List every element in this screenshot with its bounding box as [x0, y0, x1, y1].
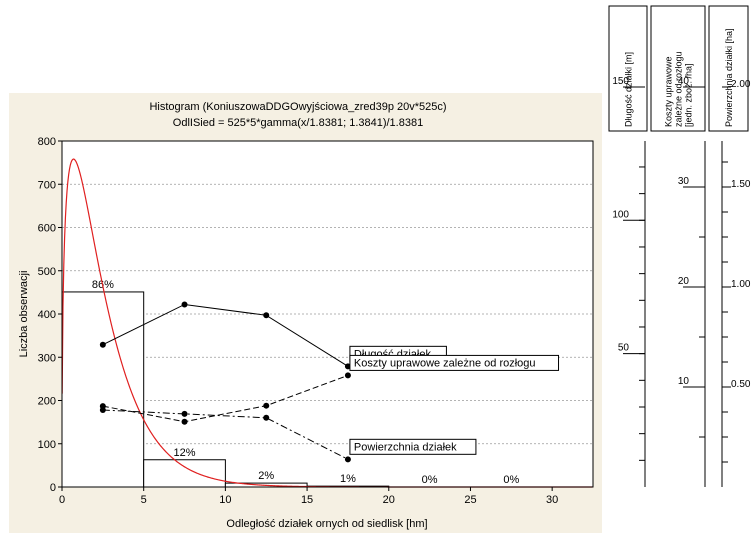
- chart-title: Histogram (KoniuszowaDDGOwyjściowa_zred3…: [149, 101, 446, 113]
- bar-percent-label: 1%: [340, 473, 356, 485]
- bar-percent-label: 0%: [503, 474, 519, 486]
- secondary-axes: Długość działki [m] 50 100 150 Koszty uprawo…: [608, 5, 751, 487]
- secondary-tick-label: 150: [612, 76, 629, 87]
- secondary-axis-title: Długość działki [m]: [624, 52, 634, 127]
- x-tick-label: 15: [301, 494, 313, 506]
- series-point: [344, 372, 351, 379]
- series-label-box: [349, 438, 477, 455]
- series-point: [263, 402, 270, 409]
- bar-percent-label: 12%: [174, 447, 196, 459]
- x-tick-label: 20: [383, 494, 395, 506]
- secondary-axis-title: zależne od rozłogu: [674, 51, 684, 127]
- axes: 0 100 200 300 400 500 600 700 800 0 5 10 15 20 25 30: [38, 136, 594, 506]
- secondary-axis-title: Koszty uprawowe: [664, 56, 674, 127]
- y-tick-label: 200: [38, 396, 56, 408]
- secondary-axis-title-box: [608, 5, 648, 132]
- secondary-tick-label: 0.50: [731, 379, 751, 390]
- series-line: [102, 374, 349, 423]
- series-label: Powierzchnia działek: [354, 441, 457, 453]
- x-tick-label: 25: [464, 494, 476, 506]
- secondary-tick-label: 10: [678, 376, 690, 387]
- x-tick-label: 5: [141, 494, 147, 506]
- y-tick-label: 100: [38, 439, 56, 451]
- secondary-tick-label: 30: [678, 176, 690, 187]
- series-point: [99, 407, 106, 414]
- x-tick-label: 30: [546, 494, 558, 506]
- secondary-tick-label: 1.50: [731, 179, 751, 190]
- series-point: [181, 301, 188, 308]
- y-tick-label: 600: [38, 223, 56, 235]
- series-point: [181, 410, 188, 417]
- secondary-axis-title-box: [650, 5, 706, 132]
- series-point: [344, 363, 351, 370]
- secondary-tick-label: 1.00: [731, 279, 751, 290]
- secondary-tick-label: 100: [612, 209, 629, 220]
- series-label-box: [349, 354, 560, 371]
- y-tick-label: 0: [50, 482, 56, 494]
- x-tick-label: 10: [219, 494, 231, 506]
- secondary-axis-title: [jedn. zboż. /ha]: [684, 63, 694, 127]
- series-line: [102, 409, 349, 460]
- secondary-tick-label: 50: [618, 343, 630, 354]
- secondary-axis-title-box: [708, 5, 749, 132]
- x-tick-label: 0: [59, 494, 65, 506]
- y-axis-label: Liczba obserwacji: [18, 271, 30, 358]
- y-tick-label: 400: [38, 309, 56, 321]
- series-line: [102, 303, 349, 367]
- chart-subtitle: OdlISied = 525*5*gamma(x/1.8381; 1.3841)…: [173, 117, 423, 129]
- secondary-tick-label: 20: [678, 276, 690, 287]
- bar-percent-label: 0%: [422, 474, 438, 486]
- bar-percent-label: 2%: [258, 470, 274, 482]
- secondary-tick-label: 40: [678, 76, 690, 87]
- y-tick-label: 800: [38, 136, 56, 148]
- x-axis-label: Odległość działek ornych od siedlisk [hm…: [226, 518, 427, 530]
- series-point: [99, 341, 106, 348]
- histogram-bar: [143, 459, 226, 488]
- series-point: [263, 414, 270, 421]
- series-point: [181, 418, 188, 425]
- secondary-axis-title: Powierzchnia działki [ha]: [724, 28, 734, 127]
- series-label: Koszty uprawowe zależne od rozłogu: [354, 357, 536, 369]
- y-tick-label: 500: [38, 266, 56, 278]
- secondary-tick-label: 2.00: [731, 79, 751, 90]
- series-point: [344, 456, 351, 463]
- histogram-bar: [61, 291, 145, 488]
- y-tick-label: 700: [38, 179, 56, 191]
- y-tick-label: 300: [38, 352, 56, 364]
- series-point: [263, 312, 270, 319]
